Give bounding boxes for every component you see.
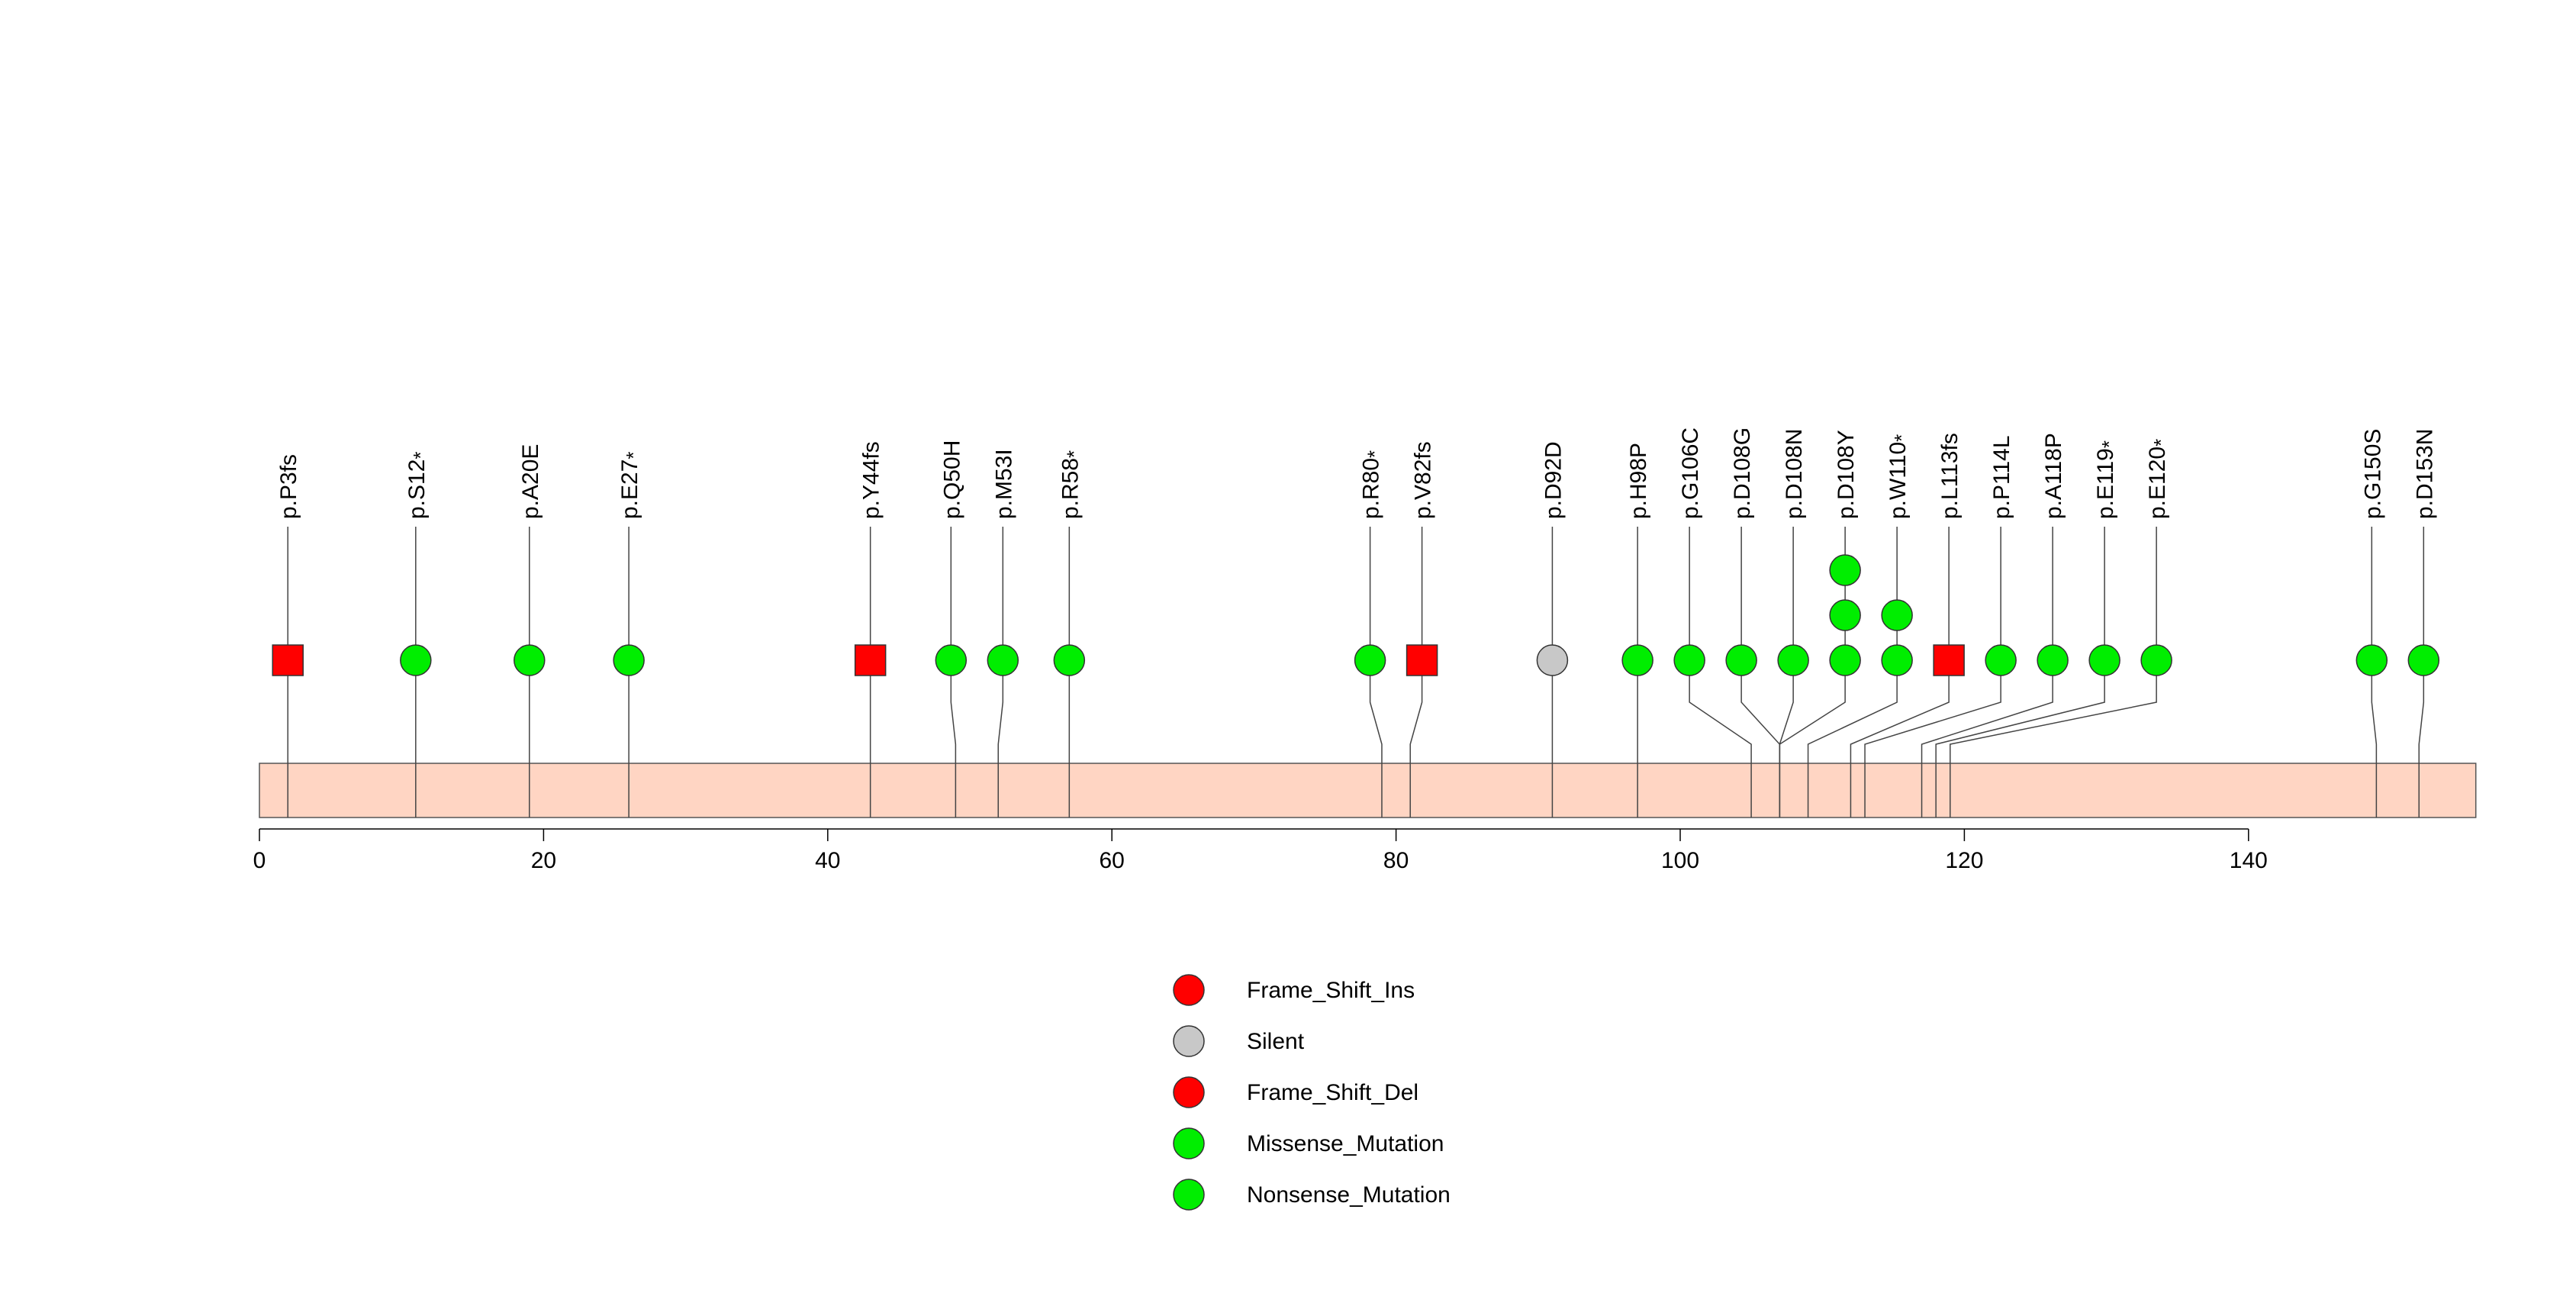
- marker-p-d108y: [1829, 599, 1861, 631]
- protein-bar: [259, 763, 2477, 818]
- mutation-stems: [287, 527, 2425, 818]
- label-p-h98p: p.H98P: [1626, 443, 1651, 519]
- x-tick-label: 120: [1945, 848, 1983, 873]
- label-p-p114l: p.P114L: [1989, 435, 2014, 519]
- stem-p-r80: [1369, 527, 1383, 818]
- mutation-labels: p.P3fs p.S12* p.A20E p.E27* p.Y44fs p.Q50H p.M…: [276, 427, 2437, 519]
- label-p-m53i: p.M53I: [991, 449, 1016, 519]
- legend-swatch-nonsense-mutation: [1173, 1179, 1205, 1211]
- marker-p-s12: [400, 644, 432, 676]
- marker-p-w110: [1881, 599, 1913, 631]
- marker-p-g106c: [1673, 644, 1705, 676]
- x-tick-label: 80: [1383, 848, 1409, 873]
- stem-p-g150s: [2371, 527, 2378, 818]
- label-p-d108n: p.D108N: [1782, 429, 1807, 519]
- stem-p-v82fs: [1409, 527, 1423, 818]
- stem-p-p114l: [1864, 527, 2001, 818]
- x-tick-label: 140: [2230, 848, 2268, 873]
- label-p-e119: p.E119*: [2093, 440, 2120, 519]
- label-p-d92d: p.D92D: [1541, 441, 1566, 519]
- x-tick-label: 0: [253, 848, 266, 873]
- marker-p-h98p: [1621, 644, 1653, 676]
- stem-p-e119: [1935, 527, 2105, 818]
- label-p-d108y: p.D108Y: [1834, 430, 1859, 519]
- stem-p-m53i: [997, 527, 1004, 818]
- marker-p-p3fs: [272, 644, 304, 676]
- marker-p-y44fs: [854, 644, 887, 676]
- marker-p-p114l: [1985, 644, 2017, 676]
- marker-p-a20e: [514, 644, 546, 676]
- marker-p-r58: [1053, 644, 1086, 676]
- legend-label-missense-mutation: Missense_Mutation: [1247, 1131, 1444, 1156]
- marker-p-q50h: [935, 644, 968, 676]
- marker-p-v82fs: [1406, 644, 1438, 676]
- label-p-e120: p.E120*: [2145, 439, 2172, 519]
- marker-p-e119: [2088, 644, 2120, 676]
- label-p-g150s: p.G150S: [2360, 429, 2385, 519]
- stem-p-g106c: [1689, 527, 1752, 818]
- marker-p-d108y: [1829, 554, 1861, 586]
- label-p-r80: p.R80*: [1359, 450, 1386, 519]
- label-p-s12: p.S12*: [404, 451, 432, 519]
- label-p-r58: p.R58*: [1058, 450, 1085, 519]
- marker-p-g150s: [2355, 644, 2388, 676]
- label-p-a118p: p.A118P: [2041, 433, 2066, 519]
- x-tick-label: 40: [815, 848, 840, 873]
- legend-swatch-silent: [1173, 1025, 1205, 1057]
- marker-p-d92d: [1536, 644, 1569, 676]
- marker-p-d153n: [2407, 644, 2440, 676]
- marker-p-w110: [1881, 644, 1913, 676]
- stem-p-q50h: [950, 527, 957, 818]
- label-p-a20e: p.A20E: [518, 444, 543, 519]
- x-axis: 0 20 40 60 80 100 120 140: [253, 828, 2268, 873]
- marker-p-r80: [1354, 644, 1386, 676]
- legend-label-frame-shift-del: Frame_Shift_Del: [1247, 1080, 1418, 1105]
- stem-p-d153n: [2418, 527, 2425, 818]
- legend-swatch-missense-mutation: [1173, 1127, 1205, 1159]
- label-p-y44fs: p.Y44fs: [859, 441, 884, 519]
- legend-label-silent: Silent: [1247, 1029, 1305, 1054]
- label-p-w110: p.W110*: [1885, 434, 1913, 519]
- marker-p-m53i: [987, 644, 1019, 676]
- legend-swatch-frame-shift-del: [1173, 1076, 1205, 1108]
- label-p-d108g: p.D108G: [1730, 427, 1755, 519]
- marker-p-d108n: [1777, 644, 1809, 676]
- legend-label-frame-shift-ins: Frame_Shift_Ins: [1247, 978, 1415, 1003]
- stem-p-a118p: [1921, 527, 2053, 818]
- label-p-d153n: p.D153N: [2412, 429, 2437, 519]
- label-p-v82fs: p.V82fs: [1411, 441, 1436, 519]
- marker-p-e27: [613, 644, 645, 676]
- x-tick-label: 60: [1100, 848, 1125, 873]
- stem-p-e120: [1950, 527, 2157, 818]
- marker-p-a118p: [2037, 644, 2069, 676]
- label-p-p3fs: p.P3fs: [276, 454, 301, 519]
- x-tick-label: 20: [531, 848, 556, 873]
- mutation-markers: [272, 554, 2440, 676]
- label-p-e27: p.E27*: [617, 451, 645, 519]
- stem-p-l113fs: [1850, 527, 1950, 818]
- label-p-l113fs: p.L113fs: [1937, 433, 1963, 519]
- label-p-g106c: p.G106C: [1678, 427, 1703, 519]
- legend: Frame_Shift_Ins Silent Frame_Shift_Del Miss…: [1173, 974, 1451, 1211]
- x-tick-label: 100: [1661, 848, 1699, 873]
- marker-p-e120: [2140, 644, 2172, 676]
- marker-p-d108y: [1829, 644, 1861, 676]
- marker-p-d108g: [1725, 644, 1757, 676]
- marker-p-l113fs: [1933, 644, 1965, 676]
- legend-label-nonsense-mutation: Nonsense_Mutation: [1247, 1182, 1451, 1208]
- label-p-q50h: p.Q50H: [939, 440, 964, 519]
- legend-swatch-frame-shift-ins: [1173, 974, 1205, 1006]
